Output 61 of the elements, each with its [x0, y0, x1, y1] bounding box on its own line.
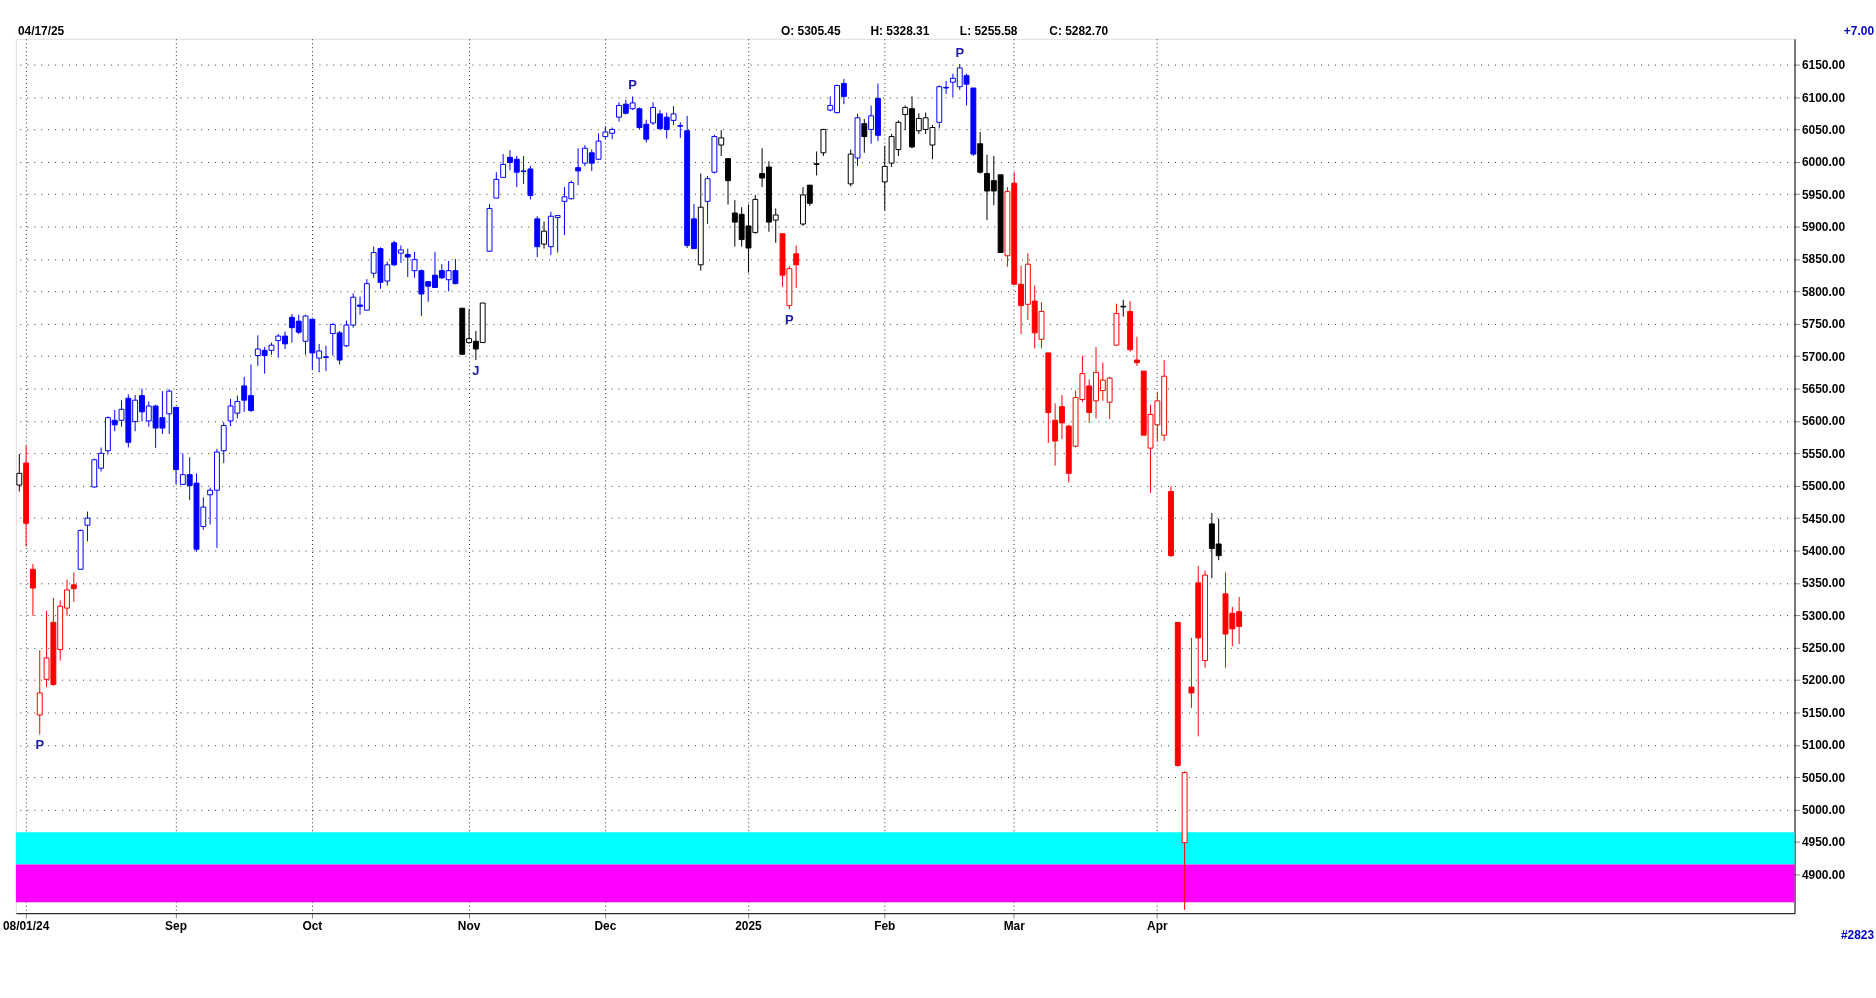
x-tick-label: Mar: [1003, 918, 1026, 933]
y-tick-label: 5800.00: [1801, 284, 1846, 299]
y-tick-label: 5850.00: [1801, 252, 1846, 267]
candlestick: [575, 147, 582, 186]
candlestick: [70, 571, 77, 603]
y-tick-label: 5300.00: [1801, 608, 1846, 623]
text: #2823: [1840, 928, 1875, 943]
candlestick: [404, 248, 411, 278]
candlestick: [793, 244, 800, 289]
y-tick-label: 5500.00: [1801, 479, 1846, 494]
y-tick-label: 5200.00: [1801, 673, 1846, 688]
annotation: P: [785, 311, 795, 327]
y-tick-label: 5600.00: [1801, 414, 1846, 429]
text: 04/17/25: [17, 23, 65, 38]
y-tick-label: 5900.00: [1801, 220, 1846, 235]
y-tick-label: 5050.00: [1801, 770, 1846, 785]
candlestick: [861, 118, 868, 154]
y-tick-label: 5150.00: [1801, 705, 1846, 720]
y-tick-label: 6050.00: [1801, 122, 1846, 137]
x-tick-label: Feb: [874, 918, 896, 933]
candlestick: [36, 649, 43, 735]
candlestick: [493, 171, 500, 199]
x-tick-label: 2025: [735, 918, 763, 933]
annotation: J: [472, 362, 480, 378]
annotation: P: [628, 77, 638, 93]
y-tick-label: 4950.00: [1801, 835, 1846, 850]
annotation: P: [35, 737, 45, 753]
x-tick-label: Apr: [1147, 918, 1168, 933]
y-tick-label: 5400.00: [1801, 543, 1846, 558]
annotation: P: [955, 45, 965, 61]
y-tick-label: 5750.00: [1801, 317, 1846, 332]
text: +7.00: [1843, 23, 1875, 38]
y-tick-label: 6100.00: [1801, 90, 1846, 105]
x-tick-label: Dec: [594, 918, 617, 933]
text: C: 5282.70: [1049, 23, 1109, 38]
y-tick-label: 5100.00: [1801, 738, 1846, 753]
y-tick-label: 5450.00: [1801, 511, 1846, 526]
y-tick-label: 6150.00: [1801, 58, 1846, 73]
text: O: 5305.45: [781, 23, 841, 38]
candlestick: [1133, 336, 1140, 367]
text: H: 5328.31: [870, 23, 930, 38]
x-tick-label: Sep: [165, 918, 187, 933]
y-tick-label: 5000.00: [1801, 803, 1846, 818]
y-tick-label: 6000.00: [1801, 155, 1846, 170]
y-tick-label: 5650.00: [1801, 382, 1846, 397]
x-tick-label: Oct: [302, 918, 323, 933]
candlestick: [704, 175, 711, 225]
candlestick: [500, 153, 507, 178]
y-tick-label: 4900.00: [1801, 867, 1846, 882]
y-tick-label: 5700.00: [1801, 349, 1846, 364]
y-tick-label: 5550.00: [1801, 446, 1846, 461]
candlestick: [84, 511, 91, 542]
text: L: 5255.58: [959, 23, 1018, 38]
y-tick-label: 5950.00: [1801, 187, 1846, 202]
x-tick-label: 08/01/24: [2, 918, 50, 933]
candlestick: [1188, 637, 1195, 709]
candlestick: [677, 121, 684, 139]
candlestick: [29, 563, 36, 617]
y-tick-label: 5250.00: [1801, 641, 1846, 656]
y-tick-label: 5350.00: [1801, 576, 1846, 591]
x-tick-label: Nov: [457, 918, 481, 933]
